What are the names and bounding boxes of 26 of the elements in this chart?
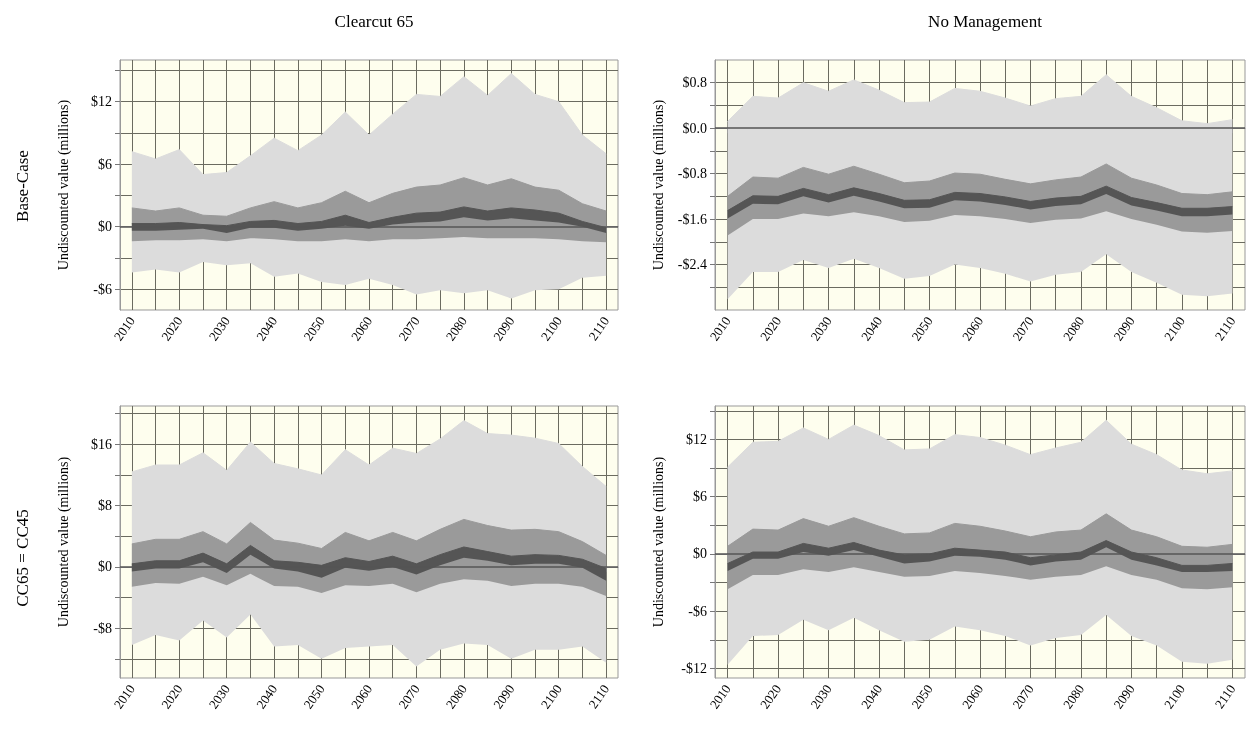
y-tick-label: $8 xyxy=(98,498,112,514)
y-tick-label: -$0.8 xyxy=(677,166,707,182)
y-tick-label: $12 xyxy=(686,431,707,447)
y-tick-label: $0.8 xyxy=(682,75,707,91)
y-tick-label: $0.0 xyxy=(682,120,707,136)
y-tick-label: $12 xyxy=(91,94,112,110)
y-tick-label: $0 xyxy=(693,546,707,562)
y-tick-label: -$6 xyxy=(93,281,112,297)
y-tick-label: -$12 xyxy=(681,660,707,676)
y-tick-label: -$8 xyxy=(93,620,112,636)
y-axis-title: Undiscounted value (millions) xyxy=(650,456,667,628)
y-tick-label: $0 xyxy=(98,219,112,235)
chart-title: Clearcut 65 xyxy=(334,12,414,31)
y-tick-label: -$6 xyxy=(688,603,707,619)
y-tick-label: $6 xyxy=(693,489,707,505)
y-axis-title: Undiscounted value (millions) xyxy=(55,99,72,271)
y-tick-label: $6 xyxy=(98,156,112,172)
text: CC65 = CC45 xyxy=(13,509,32,607)
y-tick-label: $16 xyxy=(91,436,112,452)
y-tick-label: -$2.4 xyxy=(677,257,707,273)
chart-title: No Management xyxy=(928,12,1043,31)
y-axis-title: Undiscounted value (millions) xyxy=(55,456,72,628)
y-axis-title: Undiscounted value (millions) xyxy=(650,99,667,271)
y-tick-label: -$1.6 xyxy=(677,211,707,227)
text: Base-Case xyxy=(13,150,32,222)
y-tick-label: $0 xyxy=(98,559,112,575)
